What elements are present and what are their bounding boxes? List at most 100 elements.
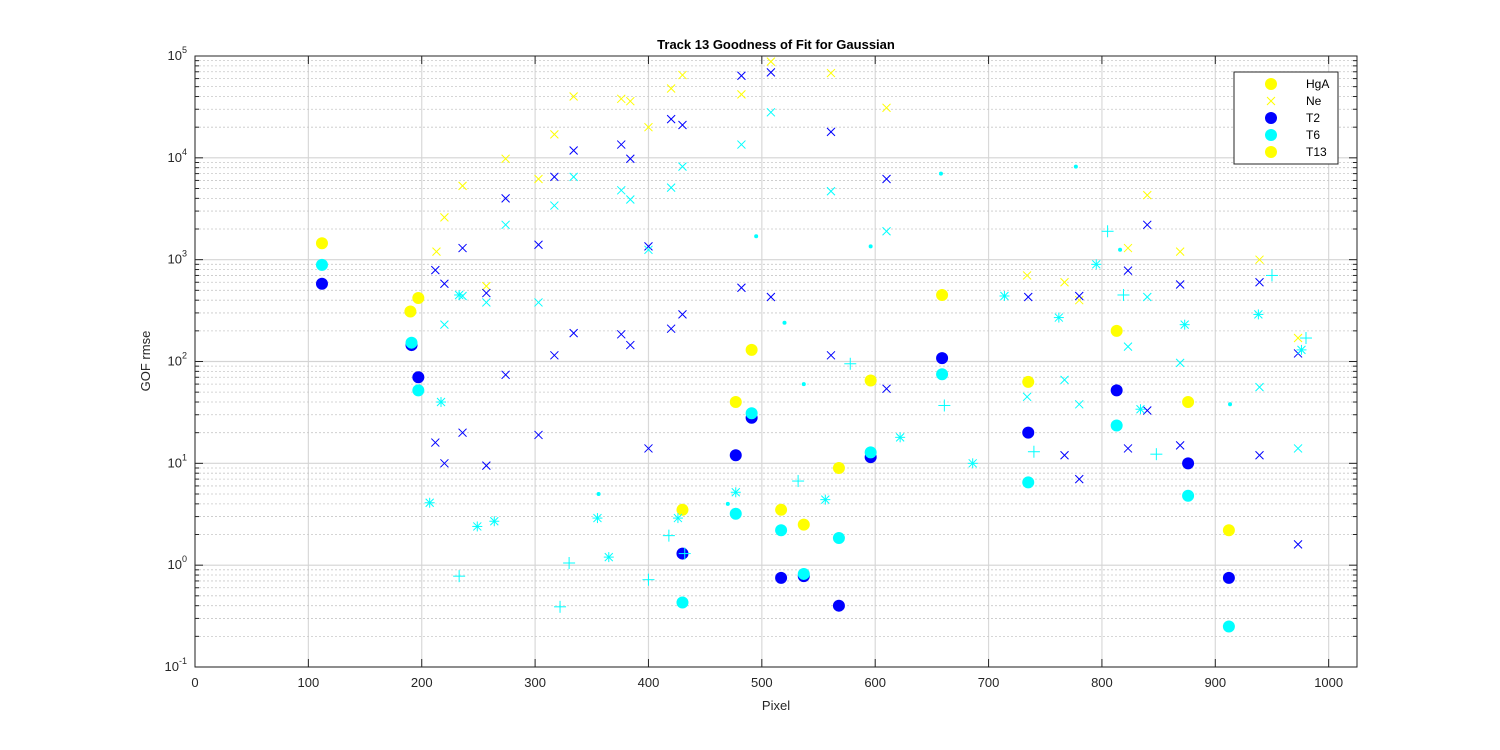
series-7	[424, 259, 1307, 563]
data-point	[676, 596, 689, 609]
data-point	[1123, 342, 1133, 351]
grid	[194, 56, 1357, 668]
data-point	[967, 458, 978, 469]
data-point	[534, 174, 543, 184]
data-point	[725, 501, 730, 506]
data-point	[1110, 419, 1123, 432]
data-point	[1022, 375, 1035, 388]
data-point	[616, 94, 626, 104]
data-point	[844, 357, 857, 370]
data-point	[730, 487, 741, 498]
data-point	[1074, 291, 1084, 301]
data-point	[1142, 220, 1152, 230]
data-point	[1022, 271, 1032, 280]
data-point	[1118, 247, 1123, 252]
x-tick-label: 100	[298, 675, 320, 690]
data-point	[766, 292, 776, 302]
series-8	[596, 164, 1233, 506]
chart-title: Track 13 Goodness of Fit for Gaussian	[657, 37, 895, 52]
data-point	[440, 458, 449, 468]
data-point	[1142, 292, 1152, 302]
data-point	[569, 328, 578, 338]
data-point	[1110, 384, 1123, 397]
data-point	[404, 305, 417, 318]
data-point	[550, 350, 559, 360]
data-point	[501, 154, 510, 164]
y-axis-label: GOF rmse	[138, 331, 153, 392]
x-tick-label: 700	[978, 675, 1000, 690]
y-tick-label: 103	[168, 249, 187, 267]
data-point	[436, 397, 447, 408]
y-tick-label: 101	[168, 452, 187, 470]
data-point	[1150, 448, 1163, 461]
data-point	[440, 320, 449, 330]
data-point	[642, 573, 655, 586]
data-point	[592, 513, 603, 524]
data-point	[882, 226, 891, 236]
data-point	[826, 186, 836, 196]
data-point	[1074, 399, 1084, 409]
data-point	[678, 310, 687, 319]
data-point	[766, 107, 776, 117]
data-point	[895, 432, 906, 443]
data-point	[666, 324, 676, 334]
data-point	[782, 320, 787, 325]
data-point	[625, 154, 635, 164]
data-point	[1175, 247, 1185, 256]
data-point	[672, 513, 683, 524]
data-point	[826, 127, 836, 137]
data-point	[1060, 277, 1069, 287]
data-point	[766, 68, 776, 77]
data-point	[569, 92, 578, 101]
data-point	[1255, 277, 1264, 287]
data-point	[775, 503, 788, 516]
data-point	[489, 516, 500, 527]
data-point	[754, 234, 759, 239]
legend-marker	[1265, 146, 1277, 158]
data-point	[501, 220, 510, 230]
data-points	[315, 57, 1312, 633]
data-point	[625, 195, 635, 204]
series-5	[440, 107, 1303, 453]
data-point	[550, 201, 559, 210]
legend-marker	[1265, 129, 1277, 141]
data-point	[678, 547, 691, 560]
data-point	[678, 162, 687, 171]
x-tick-label: 1000	[1314, 675, 1343, 690]
data-point	[1253, 309, 1264, 320]
data-point	[644, 242, 653, 251]
data-point	[676, 503, 689, 516]
data-point	[1022, 426, 1035, 439]
data-point	[315, 237, 328, 250]
data-point	[458, 428, 467, 438]
data-point	[729, 396, 742, 409]
data-point	[1222, 620, 1235, 633]
data-point	[625, 340, 635, 350]
data-point	[454, 289, 465, 300]
data-point	[569, 146, 578, 155]
data-point	[616, 185, 626, 195]
legend-label: T13	[1306, 145, 1327, 159]
y-tick-label: 100	[168, 554, 187, 572]
data-point	[737, 283, 746, 293]
data-point	[662, 529, 675, 542]
data-point	[440, 279, 449, 289]
data-point	[882, 174, 891, 184]
data-point	[868, 244, 873, 249]
data-point	[616, 140, 626, 149]
data-point	[534, 240, 543, 250]
data-point	[1175, 441, 1185, 450]
data-point	[1142, 406, 1152, 415]
data-point	[481, 461, 491, 470]
data-point	[424, 497, 435, 508]
data-point	[832, 599, 845, 612]
data-point	[826, 350, 836, 360]
data-point	[1182, 489, 1195, 502]
data-point	[766, 57, 776, 67]
data-point	[737, 71, 746, 81]
data-point	[999, 290, 1010, 301]
data-point	[1022, 392, 1032, 402]
data-point	[481, 288, 491, 298]
data-point	[1182, 457, 1195, 470]
